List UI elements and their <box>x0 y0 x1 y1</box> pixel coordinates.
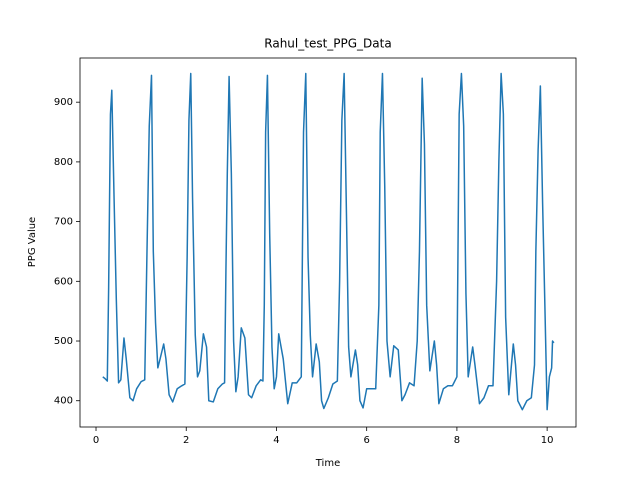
chart-title: Rahul_test_PPG_Data <box>264 37 391 51</box>
x-axis-label: Time <box>315 458 340 469</box>
data-line <box>102 72 555 411</box>
y-tick-label: 400 <box>54 396 73 407</box>
x-tick-label: 0 <box>93 435 99 446</box>
x-tick-label: 10 <box>541 435 554 446</box>
y-axis-label: PPG Value <box>27 217 38 267</box>
x-tick-label: 4 <box>273 435 279 446</box>
plot-frame <box>79 57 577 428</box>
y-tick-label: 500 <box>54 336 73 347</box>
y-tick-label: 900 <box>54 97 73 108</box>
y-tick-label: 800 <box>54 157 73 168</box>
x-tick-label: 2 <box>183 435 189 446</box>
x-tick-label: 8 <box>454 435 460 446</box>
x-tick-label: 6 <box>363 435 369 446</box>
y-tick-label: 700 <box>54 217 73 228</box>
y-tick-label: 600 <box>54 276 73 287</box>
